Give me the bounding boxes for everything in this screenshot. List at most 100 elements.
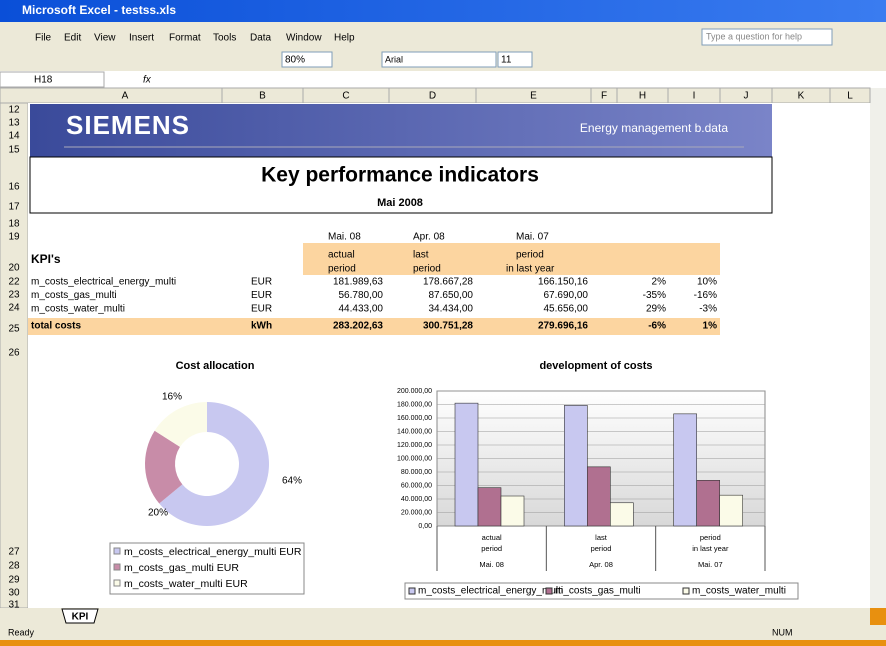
cell: 300.751,28 bbox=[423, 321, 473, 332]
slice-label: 20% bbox=[148, 508, 168, 519]
cell: m_costs_electrical_energy_multi bbox=[31, 277, 176, 288]
y-tick-label: 140.000,00 bbox=[397, 428, 432, 435]
bar bbox=[696, 480, 720, 527]
x-tick-label: in last year bbox=[692, 544, 729, 553]
cell: 67.690,00 bbox=[544, 290, 589, 301]
legend-label: m_costs_water_multi EUR bbox=[124, 578, 248, 590]
y-tick-label: 20.000,00 bbox=[401, 509, 432, 516]
menu-item[interactable]: Format bbox=[169, 33, 201, 44]
period-header: period bbox=[328, 264, 356, 275]
period-header: period bbox=[516, 250, 544, 261]
zoom: 80% bbox=[285, 55, 305, 66]
column-header: A bbox=[122, 91, 129, 102]
bar bbox=[587, 466, 611, 527]
cell: 29% bbox=[646, 304, 666, 315]
column-header: C bbox=[342, 91, 349, 102]
bar bbox=[610, 502, 634, 527]
menu-item[interactable]: View bbox=[94, 33, 116, 44]
column-header: F bbox=[601, 91, 607, 102]
bar bbox=[564, 405, 588, 527]
size-box[interactable] bbox=[497, 51, 533, 68]
donut-slice bbox=[145, 430, 183, 504]
column-header: D bbox=[429, 91, 436, 102]
bar bbox=[500, 495, 525, 527]
banner bbox=[30, 104, 772, 157]
legend-label: m_costs_gas_multi EUR bbox=[124, 562, 239, 574]
bar-title: development of costs bbox=[539, 360, 652, 372]
row-header: 27 bbox=[8, 547, 20, 558]
menu-item[interactable]: Insert bbox=[129, 33, 154, 44]
row-header: 14 bbox=[8, 131, 20, 142]
cell: 10% bbox=[697, 277, 717, 288]
row-header: 18 bbox=[8, 219, 20, 230]
legend-label: m_costs_gas_multi bbox=[555, 586, 641, 597]
x-tick-label: period bbox=[591, 544, 612, 553]
cell: -35% bbox=[643, 290, 666, 301]
window-title: Microsoft Excel - testss.xls bbox=[22, 3, 176, 17]
cell: 181.989,63 bbox=[333, 277, 383, 288]
cell: -3% bbox=[699, 304, 717, 315]
donut-slice bbox=[154, 402, 207, 447]
banner-subtitle: Energy management b.data bbox=[580, 121, 728, 135]
cell: 44.433,00 bbox=[339, 304, 384, 315]
column-header: H bbox=[639, 91, 646, 102]
report-date: Mai 2008 bbox=[377, 197, 423, 209]
row-header: 19 bbox=[8, 232, 20, 243]
row-header: 17 bbox=[8, 202, 20, 213]
cell: 45.656,00 bbox=[544, 304, 589, 315]
row-header: 16 bbox=[8, 182, 20, 193]
v-scrollbar[interactable] bbox=[870, 88, 886, 608]
row-header: 31 bbox=[8, 600, 20, 611]
column-header: K bbox=[798, 91, 805, 102]
total-band bbox=[28, 318, 720, 335]
row-header: 13 bbox=[8, 118, 20, 129]
legend-label: m_costs_water_multi bbox=[692, 586, 786, 597]
menu-item[interactable]: Window bbox=[286, 33, 322, 44]
y-tick-label: 200.000,00 bbox=[397, 388, 432, 395]
zoom-box[interactable] bbox=[281, 51, 333, 68]
menu-item[interactable]: Tools bbox=[213, 33, 236, 44]
cell: 56.780,00 bbox=[339, 290, 384, 301]
fx: fx bbox=[143, 75, 152, 86]
bar-legend bbox=[404, 582, 799, 600]
cell: total costs bbox=[31, 321, 81, 332]
x-tick-label: actual bbox=[482, 533, 502, 542]
pie-title: Cost allocation bbox=[176, 360, 255, 372]
cell: 1% bbox=[703, 321, 718, 332]
legend-swatch bbox=[545, 587, 553, 595]
name-box[interactable] bbox=[0, 71, 105, 88]
x-tick-label: Apr. 08 bbox=[589, 560, 613, 569]
menu-item[interactable]: Edit bbox=[64, 33, 81, 44]
row-header: 23 bbox=[8, 290, 20, 301]
cell: 166.150,16 bbox=[538, 277, 588, 288]
help-box[interactable] bbox=[701, 28, 833, 46]
legend-swatch bbox=[682, 587, 690, 595]
help-text: Type a question for help bbox=[706, 31, 802, 41]
date-header: Apr. 08 bbox=[413, 232, 445, 243]
row-header: 26 bbox=[8, 348, 20, 359]
report-title: Key performance indicators bbox=[261, 164, 539, 187]
column-header: L bbox=[847, 91, 853, 102]
menu-item[interactable]: File bbox=[35, 33, 52, 44]
column-header: J bbox=[744, 91, 749, 102]
row-headers bbox=[0, 102, 29, 609]
legend-label: m_costs_electrical_energy_multi EUR bbox=[124, 546, 302, 558]
header-band bbox=[303, 243, 720, 275]
sheet-tab[interactable] bbox=[61, 608, 99, 624]
row-header: 30 bbox=[8, 588, 20, 599]
bar bbox=[477, 487, 502, 527]
cell: kWh bbox=[251, 321, 272, 332]
y-tick-label: 160.000,00 bbox=[397, 415, 432, 422]
period-header: last bbox=[413, 250, 429, 261]
menu-item[interactable]: Help bbox=[334, 33, 355, 44]
x-tick-label: period bbox=[700, 533, 721, 542]
x-tick-label: period bbox=[481, 544, 502, 553]
sheet-tab-label: KPI bbox=[72, 612, 89, 623]
font: Arial bbox=[385, 54, 403, 64]
cell: 279.696,16 bbox=[538, 321, 588, 332]
font-box[interactable] bbox=[381, 51, 497, 68]
bar bbox=[719, 494, 743, 527]
menu-item[interactable]: Data bbox=[250, 33, 272, 44]
